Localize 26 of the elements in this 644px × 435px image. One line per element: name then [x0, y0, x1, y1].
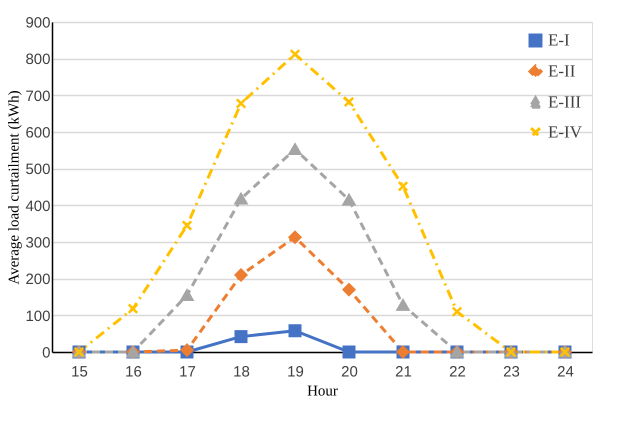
x-tick-label: 17 — [179, 364, 196, 380]
y-tick-label: 100 — [25, 308, 50, 325]
y-tick-label: 600 — [25, 124, 50, 142]
x-tick-label: 22 — [449, 364, 466, 380]
y-tick-label: 400 — [25, 198, 50, 215]
x-tick-label: 18 — [233, 364, 250, 380]
x-tick-label: 24 — [557, 364, 574, 380]
legend-label: E-II — [548, 62, 576, 80]
legend-label: E-IV — [548, 122, 583, 142]
x-axis-title: Hour — [307, 384, 338, 400]
y-tick-label: 700 — [25, 88, 50, 105]
x-tick-label: 15 — [71, 364, 88, 380]
y-tick-label: 900 — [25, 14, 50, 32]
x-tick-label: 23 — [503, 364, 520, 380]
y-tick-label: 800 — [25, 51, 50, 68]
x-tick-label: 19 — [287, 364, 304, 380]
y-tick-label: 0 — [42, 344, 50, 362]
legend-label: E-I — [548, 30, 570, 50]
y-tick-label: 300 — [25, 234, 50, 252]
y-tick-label: 500 — [25, 161, 50, 178]
x-tick-label: 21 — [395, 364, 412, 380]
legend-label: E-III — [548, 92, 582, 112]
y-tick-label: 200 — [25, 271, 50, 288]
x-tick-label: 20 — [341, 364, 358, 380]
x-tick-label: 16 — [125, 364, 142, 380]
y-axis-title: Average load curtailment (kWh) — [6, 90, 22, 285]
